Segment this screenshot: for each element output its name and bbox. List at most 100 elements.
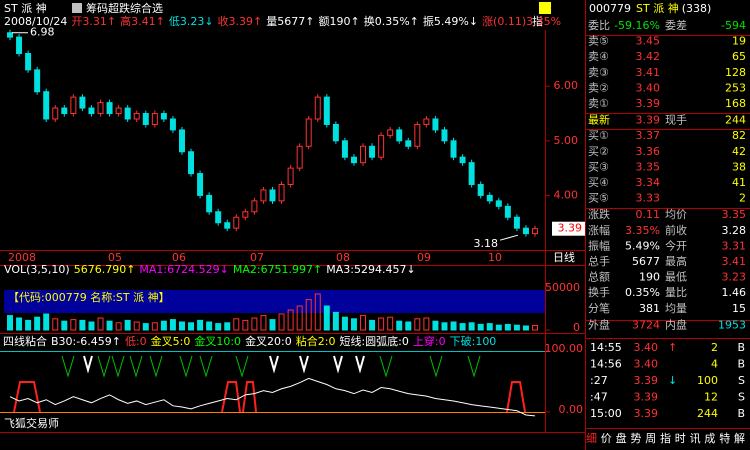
tab[interactable]: 指 [660,431,671,445]
candle [305,118,312,147]
item: 2008/10/24 [4,15,67,28]
quote-cell: 41 [732,176,746,189]
volume-bar [477,323,484,331]
quote-cell: 总手 [588,254,610,268]
candle [52,107,59,120]
quote-cell: 128 [725,66,746,79]
index-link[interactable]: 指 [532,14,543,28]
volume-bar [70,319,77,331]
trade-cell: 3.39 [634,407,659,420]
tool-icon[interactable] [539,2,551,14]
item: 上穿:0 [413,334,446,348]
candle [251,200,258,213]
quote-cell: 3.31 [722,239,747,252]
volume-bar [215,323,222,331]
quote-cell: 均价 [665,208,687,221]
trade-cell: B [737,407,745,420]
indicator-header: 四线粘合 B30:-6.459↑ 低:0 金叉5:0 金叉10:0 金叉20:0 粘合2:0… [3,334,496,348]
candle [504,205,511,218]
signal-v-white [83,355,365,374]
quote-cell: 买⑤ [588,192,609,205]
trade-cell: ↑ [668,341,677,354]
quote-cell: 5.49% [625,239,660,252]
trade-cell: :47 [590,391,608,404]
trade-cell: 244 [697,407,718,420]
trade-cell: :27 [590,374,608,387]
quote-cell: 最新 [588,113,610,127]
item: 低:0 [125,335,147,348]
tab[interactable]: 解 [734,431,745,445]
banner-bg [4,290,545,313]
quote-cell: 3.35 [722,208,747,221]
volume-bar [233,318,240,331]
candle [142,113,149,125]
volume-bar [188,322,195,331]
tab[interactable]: 周 [645,432,656,445]
month-label: 10 [488,251,502,264]
formula-name[interactable]: 筹码超跌综合选 [86,1,163,15]
candle [296,145,303,169]
quote-cell: 卖④ [588,50,609,63]
volume-bar [441,322,448,331]
tab[interactable]: 成 [704,432,715,445]
quote-cell: 3.33 [636,192,661,205]
volume-bar [532,324,538,331]
quote-cell: 买② [588,145,609,158]
candle [378,134,385,158]
item: MA1:6724.529↓ [139,263,228,276]
candle [43,91,50,120]
quote-cell: 现手 [665,113,687,127]
quote-cell: 最高 [665,254,687,268]
quote-cell: 最低 [665,271,687,284]
quote-cell: 2 [739,192,746,205]
item: 低3.23↓ [169,15,214,28]
tab[interactable]: 价 [601,432,612,445]
month-label: 2008 [8,251,36,264]
tab[interactable]: 势 [630,432,641,445]
candle [151,113,158,125]
item: 四线粘合 [3,334,47,348]
formula-icon[interactable] [72,3,82,13]
quote-cell: 3.35% [625,224,660,237]
candle [323,96,330,125]
volume-bar [43,313,50,331]
volume-bar [522,325,529,331]
quote-cell: 卖① [588,97,609,110]
volume-bar [151,322,158,331]
quote-cell: 3.34 [636,176,661,189]
trade-cell: B [737,358,745,371]
volume-bar [513,324,520,331]
vol-header: VOL(3,5,10) 5676.790↑ MA1:6724.529↓ MA2:675… [4,263,416,276]
low-label: 3.18 [474,237,499,250]
candle [350,156,357,164]
tab[interactable]: 细 [586,432,597,445]
item: VOL(3,5,10) [4,263,70,276]
item: 下破:100 [450,334,497,348]
quote-cell: 今开 [665,238,687,252]
tab[interactable]: 盘 [616,431,627,445]
trade-cell: 3.39 [634,374,659,387]
info-line: 2008/10/24 开3.31↑ 高3.41↑ 低3.23↓ 收3.39↑ 量5677↑… [4,14,561,28]
volume-bar [305,299,312,331]
quote-cell: 委比 [588,19,610,32]
item: 5676.790↑ [74,263,136,276]
volume-bar [287,309,294,331]
quote-cell: 外盘 [588,317,610,331]
item: 收3.39↑ [218,14,263,28]
candle [188,151,195,175]
volume-bar [405,321,412,331]
tab[interactable]: 讯 [690,432,701,445]
candle [178,129,185,153]
volume-bar [323,305,330,331]
candle [459,156,466,164]
candle [432,118,439,131]
candle [233,216,240,229]
tab[interactable]: 时 [675,432,686,445]
quote-cell: 3.39 [636,97,661,110]
candle [88,107,95,115]
signal-pulses [13,381,526,413]
trade-cell: ↓ [668,374,677,387]
banner: 【代码:000779 名称:ST 派 神】 [8,290,170,304]
stock-name: ST 派 神 [4,1,47,15]
tab[interactable]: 特 [719,431,730,445]
